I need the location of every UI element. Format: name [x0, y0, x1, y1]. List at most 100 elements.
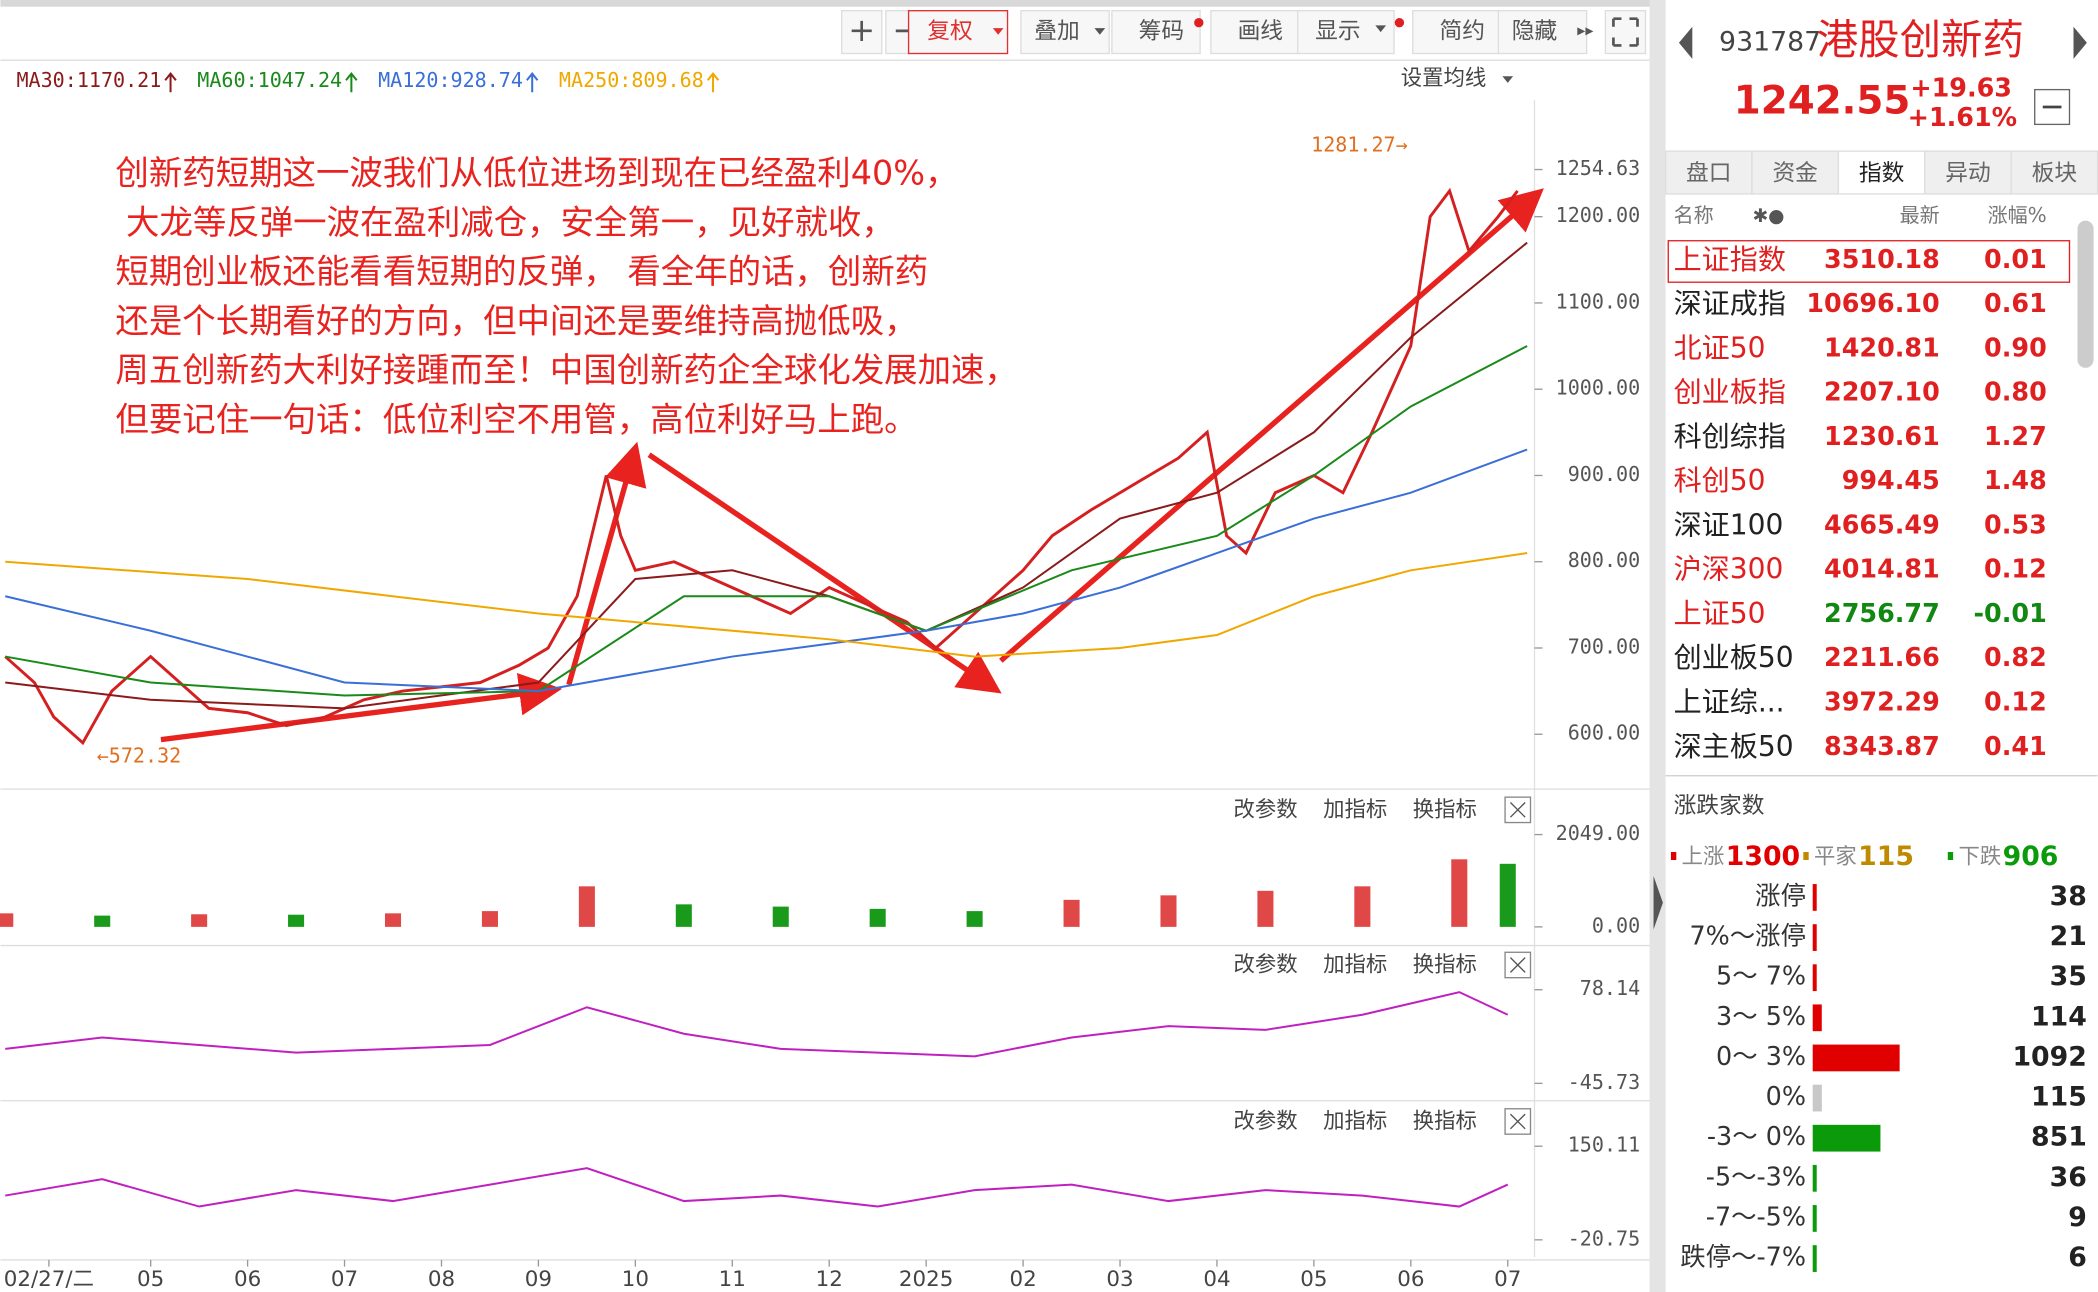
volume-bar	[772, 906, 789, 927]
bucket-bar	[1812, 1084, 1822, 1112]
breadth-dot	[1947, 851, 1954, 860]
splitter-handle[interactable]	[1653, 876, 1663, 930]
toolbar-button-label: 简约	[1440, 19, 1485, 45]
panel-tool[interactable]: 加指标	[1323, 953, 1387, 978]
index-last: 2207.10	[1824, 377, 1940, 407]
tab-label: 异动	[1945, 160, 1990, 186]
panel-tool[interactable]: 换指标	[1413, 1109, 1477, 1134]
panel-tool[interactable]: 改参数	[1234, 953, 1298, 978]
annotation-text: 还是个长期看好的方向，但中间还是要维持高抛低吸，	[115, 301, 917, 340]
next-arrow[interactable]	[2073, 26, 2087, 59]
index-last: 8343.87	[1824, 731, 1940, 761]
y-tick-label: 800.00	[1568, 548, 1640, 572]
y-tick-label: 78.14	[1580, 976, 1640, 1000]
toolbar-button-label: 显示	[1315, 19, 1360, 45]
legend-arrow	[164, 71, 177, 93]
indicator-line	[5, 991, 1509, 1058]
tab[interactable]	[1664, 150, 1753, 195]
toolbar-button[interactable]	[1111, 10, 1201, 55]
index-name[interactable]: 科创50	[1674, 464, 1766, 497]
index-change: 0.01	[1984, 244, 2047, 274]
breadth-dot	[1803, 851, 1809, 860]
index-name[interactable]: 创业板指	[1674, 376, 1786, 409]
bucket-count: 38	[2050, 881, 2087, 912]
bucket-bar	[1812, 884, 1817, 911]
indicator-line	[5, 1167, 1509, 1208]
fullscreen-button[interactable]	[1604, 10, 1647, 55]
quote-change: +19.63	[1910, 73, 2012, 103]
bucket-label: 7%～涨停	[1689, 921, 1806, 951]
breadth-label: 平家	[1814, 844, 1857, 869]
ma-line	[5, 552, 1528, 658]
toolbar-button[interactable]	[1210, 10, 1300, 55]
y-tick-label: 900.00	[1568, 462, 1640, 486]
bucket-bar	[1812, 1004, 1822, 1032]
panel-tool[interactable]: 换指标	[1413, 953, 1477, 978]
x-tick-label: 06	[1397, 1267, 1424, 1292]
bucket-bar	[1812, 1044, 1900, 1072]
volume-bar	[1257, 890, 1274, 927]
arrow	[566, 441, 647, 686]
toolbar-button-label: 叠加	[1034, 19, 1079, 45]
index-name[interactable]: 深主板50	[1674, 730, 1794, 763]
legend-arrow	[345, 71, 358, 93]
bucket-label: 跌停～-7%	[1680, 1242, 1806, 1272]
index-name[interactable]: 科创综指	[1674, 420, 1786, 453]
index-name[interactable]: 上证50	[1674, 597, 1766, 630]
scrollbar[interactable]	[2077, 220, 2094, 368]
splitter[interactable]	[1649, 0, 1666, 1292]
toolbar-button[interactable]	[841, 10, 883, 55]
ma-line	[5, 345, 1528, 697]
bucket-label: -3～ 0%	[1707, 1121, 1806, 1151]
y-tick-label: -45.73	[1568, 1070, 1640, 1094]
breadth-dot	[1670, 851, 1677, 860]
prev-arrow[interactable]	[1678, 26, 1693, 59]
quote-change-pct: +1.61%	[1908, 102, 2017, 132]
x-tick-label: 11	[719, 1267, 746, 1292]
panel-tool[interactable]: 改参数	[1234, 798, 1298, 823]
bucket-count: 1092	[2012, 1041, 2086, 1072]
y-tick-label: 600.00	[1568, 721, 1640, 745]
toolbar-button[interactable]	[1297, 10, 1395, 55]
bucket-count: 35	[2050, 961, 2087, 992]
toolbar-button[interactable]	[1412, 10, 1502, 55]
toolbar-button[interactable]	[1020, 10, 1110, 55]
index-name[interactable]: 沪深300	[1674, 553, 1784, 586]
y-tick-label: -20.75	[1568, 1226, 1640, 1250]
toolbar-button-label: 复权	[927, 19, 972, 45]
arrow	[999, 188, 1544, 663]
volume-bar	[869, 908, 886, 927]
volume-bar	[191, 914, 208, 927]
panel-tool[interactable]: 换指标	[1413, 798, 1477, 823]
ma-settings[interactable]: 设置均线	[1401, 66, 1487, 91]
breadth-label: 上涨	[1682, 844, 1725, 869]
annotation-text: 短期创业板还能看看短期的反弹， 看全年的话，创新药	[115, 252, 928, 291]
bucket-label: 0～ 3%	[1716, 1041, 1806, 1071]
dropdown-caret	[1375, 25, 1387, 33]
panel-tool[interactable]: 加指标	[1323, 1109, 1387, 1134]
toolbar-button[interactable]	[1497, 10, 1588, 55]
index-name[interactable]: 深证成指	[1674, 287, 1786, 320]
tab[interactable]	[1924, 150, 2012, 195]
dropdown-caret	[1502, 76, 1514, 83]
index-name[interactable]: 北证50	[1674, 331, 1766, 364]
alert-dot	[1194, 18, 1204, 28]
y-tick-label: 2049.00	[1556, 821, 1641, 845]
index-name[interactable]: 上证综...	[1674, 686, 1785, 719]
panel-tool[interactable]: 改参数	[1234, 1109, 1298, 1134]
panel-tool[interactable]: 加指标	[1323, 798, 1387, 823]
index-name[interactable]: 创业板50	[1674, 641, 1794, 674]
toolbar-button[interactable]	[907, 10, 1009, 55]
index-change: 0.90	[1984, 332, 2047, 362]
index-name[interactable]: 上证指数	[1674, 243, 1786, 276]
bucket-bar	[1812, 1164, 1817, 1192]
tab[interactable]	[1751, 150, 1840, 195]
x-tick-label: 02	[1009, 1267, 1036, 1292]
index-name[interactable]: 深证100	[1674, 508, 1784, 541]
y-tick-label: 1100.00	[1556, 289, 1641, 313]
y-tick-label: 1200.00	[1556, 203, 1641, 227]
legend-entry: MA60:1047.24	[197, 68, 342, 92]
legend-entry: MA30:1170.21	[16, 68, 161, 92]
tab[interactable]	[2010, 150, 2098, 195]
